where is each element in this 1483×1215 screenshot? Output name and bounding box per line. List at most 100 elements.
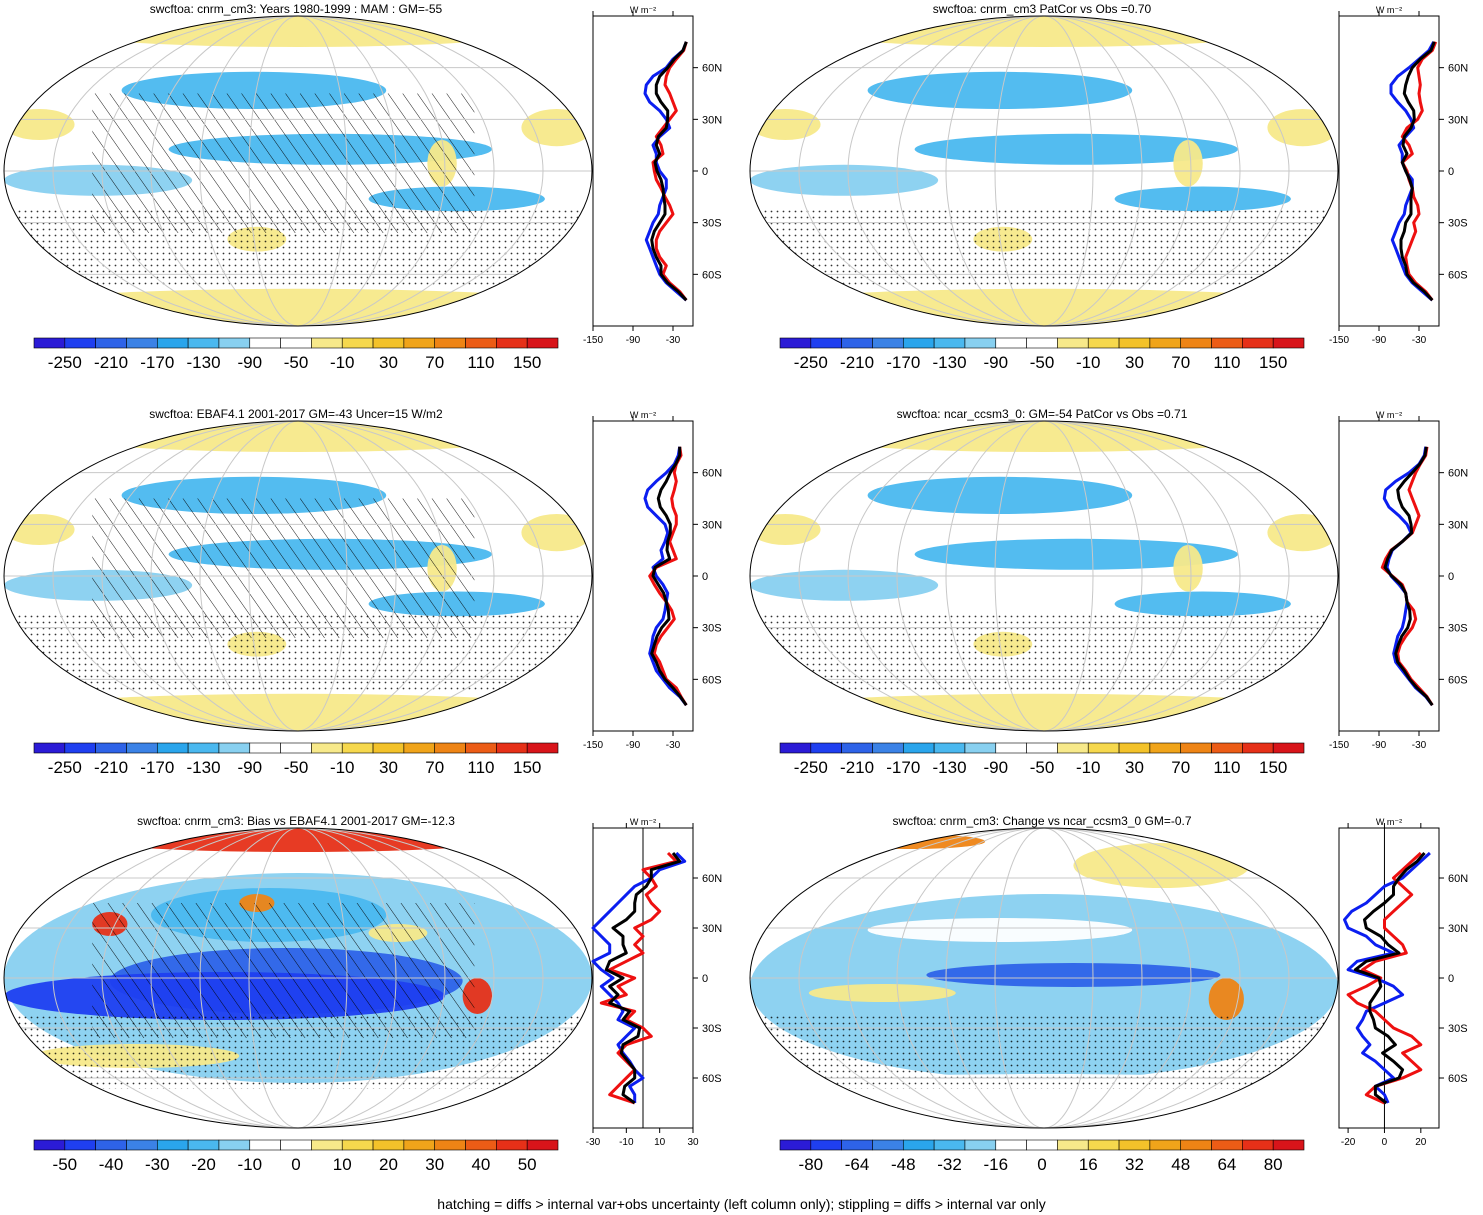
- colorbar-box: [156, 742, 189, 754]
- colorbar-label: -130: [933, 758, 967, 777]
- colorbar-label: 70: [1171, 758, 1190, 777]
- colorbar-box: [403, 1139, 436, 1151]
- x-tick-label: -20: [1341, 1137, 1356, 1148]
- y-tick-label: 60N: [1448, 63, 1468, 75]
- colorbar-label: -50: [284, 758, 309, 777]
- colorbar-box: [964, 1139, 997, 1151]
- colorbar-label: -130: [187, 353, 221, 372]
- map-field-region: [1173, 545, 1203, 592]
- panel-bias: swcftoa: cnrm_cm3: Bias vs EBAF4.1 2001-…: [0, 812, 740, 1192]
- colorbar-box: [1026, 337, 1058, 349]
- panel-title: swcftoa: cnrm_cm3: Years 1980-1999 : MAM…: [149, 2, 443, 16]
- map-field-region: [1208, 978, 1244, 1020]
- colorbar-label: -10: [237, 1155, 262, 1174]
- map-outline: [749, 420, 1339, 732]
- obs-zonal-line: [643, 41, 688, 302]
- y-tick-label: 30N: [702, 519, 722, 531]
- colorbar-label: -90: [983, 353, 1008, 372]
- colorbar-box: [1026, 1139, 1058, 1151]
- colorbar-label: -210: [840, 353, 874, 372]
- colorbar-box: [1211, 1139, 1243, 1151]
- zonal-mean-plot: W m⁻² -150 -90 -30 60N 30N 0 30S 60S: [1329, 410, 1468, 751]
- colorbar-label: -250: [48, 758, 82, 777]
- zonal-units: W m⁻²: [630, 410, 656, 420]
- colorbar-box: [341, 742, 374, 754]
- colorbar-box: [526, 337, 559, 349]
- colorbar-box: [1242, 337, 1274, 349]
- colorbar-label: 70: [425, 353, 444, 372]
- colorbar-box: [1211, 742, 1243, 754]
- x-tick-label: -30: [586, 1137, 601, 1148]
- colorbar-label: -80: [799, 1155, 824, 1174]
- panel-model-patcor: swcftoa: cnrm_cm3 PatCor vs Obs =0.70 -2…: [746, 0, 1483, 390]
- x-tick-label: -90: [1372, 335, 1387, 346]
- colorbar-box: [372, 1139, 405, 1151]
- world-map: [750, 16, 1338, 326]
- colorbar-box: [341, 337, 374, 349]
- map-field-region: [92, 828, 504, 852]
- colorbar-box: [218, 742, 251, 754]
- map-field-region: [750, 288, 1338, 326]
- colorbar-box: [434, 1139, 466, 1151]
- y-tick-label: 0: [702, 571, 708, 583]
- colorbar-label: 30: [379, 353, 398, 372]
- colorbar-box: [126, 742, 158, 754]
- colorbar-label: 110: [1213, 353, 1240, 372]
- y-tick-label: 60N: [1448, 468, 1468, 480]
- colorbar-box: [995, 1139, 1027, 1151]
- colorbar-box: [1118, 742, 1151, 754]
- panel-reference-model: swcftoa: ncar_ccsm3_0: GM=-54 PatCor vs …: [746, 405, 1483, 795]
- colorbar-box: [126, 337, 158, 349]
- colorbar-box: [496, 742, 528, 754]
- colorbar-label: -10: [1076, 353, 1101, 372]
- colorbar-box: [95, 742, 127, 754]
- colorbar-box: [496, 1139, 528, 1151]
- map-field-region: [1073, 843, 1250, 888]
- colorbar-label: 64: [1217, 1155, 1236, 1174]
- colorbar-box: [64, 742, 96, 754]
- x-tick-label: -150: [1329, 740, 1349, 751]
- colorbar-label: 30: [379, 758, 398, 777]
- zonal-mean-plot: W m⁻² -150 -90 -30 60N 30N 0 30S 60S: [583, 5, 722, 346]
- model-zonal-line: [1346, 851, 1423, 1105]
- colorbar-label: -210: [94, 758, 128, 777]
- colorbar-label: -250: [794, 353, 828, 372]
- panel-change: swcftoa: cnrm_cm3: Change vs ncar_ccsm3_…: [746, 812, 1483, 1192]
- panel-title: swcftoa: cnrm_cm3 PatCor vs Obs =0.70: [932, 2, 1152, 16]
- map-outline: [749, 15, 1339, 327]
- colorbar-box: [526, 742, 559, 754]
- y-tick-label: 30N: [702, 923, 722, 935]
- colorbar-box: [933, 337, 966, 349]
- map-outline: [3, 420, 593, 732]
- colorbar-box: [1087, 742, 1120, 754]
- y-tick-label: 30N: [1448, 519, 1468, 531]
- colorbar-box: [1211, 337, 1243, 349]
- colorbar-box: [964, 742, 997, 754]
- colorbar-box: [1180, 1139, 1212, 1151]
- colorbar-box: [779, 337, 812, 349]
- stippling-overlay: [750, 613, 1338, 691]
- colorbar-box: [372, 742, 405, 754]
- colorbar-box: [1149, 337, 1182, 349]
- y-tick-label: 30S: [1448, 1023, 1468, 1035]
- colorbar-label: 50: [518, 1155, 537, 1174]
- chart-svg: -50 -40 -30 -20 -10 0 10 20 30 40 50 W m⁻² -30 -10 10 3…: [3, 817, 722, 1174]
- colorbar-label: -130: [933, 353, 967, 372]
- map-outline: [3, 827, 593, 1129]
- y-tick-label: 0: [1448, 571, 1454, 583]
- colorbar-label: 30: [1125, 353, 1144, 372]
- colorbar-label: 70: [1171, 353, 1190, 372]
- colorbar-box: [95, 337, 127, 349]
- colorbar-box: [902, 337, 935, 349]
- y-tick-label: 30S: [1448, 218, 1468, 230]
- hatching-overlay: [92, 903, 475, 1038]
- colorbar-label: 110: [467, 758, 494, 777]
- colorbar-label: -170: [886, 758, 920, 777]
- world-map: [4, 421, 592, 731]
- map-field-region: [1267, 109, 1338, 147]
- map-field-region: [867, 476, 1133, 514]
- colorbar-label: 110: [467, 353, 494, 372]
- zonal-mean-plot: W m⁻² -30 -10 10 30 60N 30N 0 30S 60S: [586, 817, 722, 1148]
- map-field-region: [1173, 140, 1203, 187]
- colorbar-label: 16: [1079, 1155, 1098, 1174]
